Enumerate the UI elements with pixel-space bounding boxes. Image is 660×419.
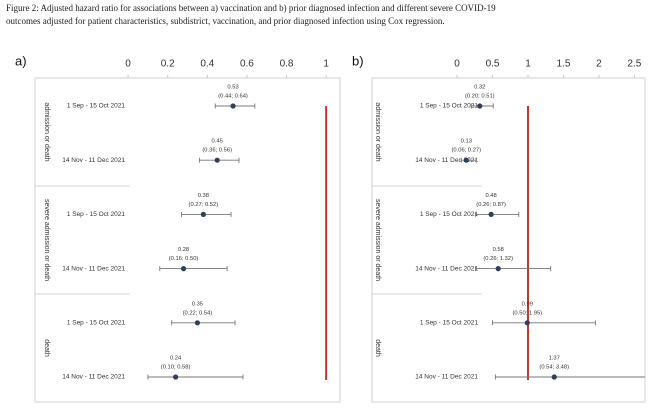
value-label: 0.13 bbox=[461, 139, 472, 145]
group-label: severe admission or death bbox=[43, 199, 50, 281]
value-label: 0.99 bbox=[522, 301, 533, 307]
interval-label: (0.50; 1.95) bbox=[512, 310, 542, 316]
category-label: 1 Sep - 15 Oct 2021 bbox=[67, 103, 126, 110]
category-label: 14 Nov - 11 Dec 2021 bbox=[415, 374, 478, 381]
value-label: 0.48 bbox=[485, 193, 496, 199]
x-tick-label: 1 bbox=[323, 59, 329, 70]
point-estimate bbox=[194, 320, 201, 326]
plot-frame bbox=[34, 77, 341, 403]
whisker-group bbox=[171, 320, 236, 326]
value-label: 0.28 bbox=[178, 247, 189, 253]
category-label: 14 Nov - 11 Dec 2021 bbox=[62, 265, 125, 272]
whisker-group bbox=[475, 266, 552, 272]
panel-label: a) bbox=[15, 53, 27, 68]
category-label: 14 Nov - 11 Dec 2021 bbox=[62, 157, 125, 164]
value-label: 1.37 bbox=[549, 356, 560, 362]
interval-label: (0.22; 0.54) bbox=[183, 310, 213, 316]
plot-frame bbox=[371, 77, 646, 403]
value-label: 0.53 bbox=[227, 85, 238, 91]
x-tick-label: 0 bbox=[125, 59, 131, 70]
value-label: 0.45 bbox=[212, 139, 223, 145]
value-label: 0.24 bbox=[170, 356, 182, 362]
interval-label: (0.26; 1.32) bbox=[483, 256, 513, 262]
point-estimate bbox=[551, 374, 557, 380]
point-estimate bbox=[477, 103, 483, 109]
point-estimate bbox=[214, 157, 220, 163]
group-label: death bbox=[43, 339, 50, 357]
interval-label: (0.10; 0.58) bbox=[161, 365, 191, 371]
interval-label: (0.44; 0.64) bbox=[218, 94, 248, 100]
point-estimate bbox=[488, 211, 494, 217]
x-tick-label: 0.5 bbox=[486, 59, 500, 70]
whisker-group bbox=[147, 374, 244, 380]
category-label: 1 Sep - 15 Oct 2021 bbox=[67, 320, 126, 327]
x-tick-label: 0.2 bbox=[161, 59, 175, 70]
x-tick-label: 1.5 bbox=[557, 59, 571, 70]
point-estimate bbox=[180, 266, 187, 272]
x-tick-label: 0 bbox=[454, 59, 460, 70]
interval-label: (0.26; 0.87) bbox=[476, 202, 506, 208]
category-label: 14 Nov - 11 Dec 2021 bbox=[415, 157, 478, 164]
point-estimate bbox=[495, 266, 501, 272]
figure-caption: Figure 2: Adjusted hazard ratio for asso… bbox=[6, 3, 496, 26]
whisker-group bbox=[181, 211, 232, 217]
interval-label: (0.06; 0.27) bbox=[451, 148, 481, 154]
category-label: 1 Sep - 15 Oct 2021 bbox=[420, 211, 479, 218]
interval-label: (0.54; 3.48) bbox=[539, 365, 569, 371]
point-estimate bbox=[230, 103, 236, 109]
interval-label: (0.16; 0.50) bbox=[169, 256, 199, 262]
category-label: 14 Nov - 11 Dec 2021 bbox=[62, 374, 125, 381]
interval-label: (0.36; 0.56) bbox=[202, 148, 232, 154]
value-label: 0.58 bbox=[493, 247, 504, 253]
whisker-group bbox=[159, 266, 228, 272]
whisker-group bbox=[492, 320, 596, 326]
group-label: admission or death bbox=[43, 102, 50, 161]
point-estimate bbox=[200, 211, 206, 217]
x-tick-label: 2 bbox=[596, 59, 602, 70]
panel-label: b) bbox=[352, 53, 364, 68]
category-label: 1 Sep - 15 Oct 2021 bbox=[67, 211, 126, 218]
point-estimate bbox=[173, 374, 179, 380]
x-tick-label: 1 bbox=[525, 59, 531, 70]
x-tick-label: 0.4 bbox=[200, 59, 214, 70]
point-estimate bbox=[463, 157, 469, 163]
value-label: 0.38 bbox=[198, 193, 209, 199]
whisker-group bbox=[475, 211, 520, 217]
value-label: 0.35 bbox=[192, 301, 203, 307]
group-label: death bbox=[374, 339, 381, 357]
x-tick-label: 0.8 bbox=[280, 59, 294, 70]
x-tick-label: 2.5 bbox=[627, 59, 641, 70]
group-label: admission or death bbox=[374, 102, 381, 161]
category-label: 1 Sep - 15 Oct 2021 bbox=[420, 320, 479, 327]
point-estimate bbox=[524, 320, 530, 326]
x-tick-label: 0.6 bbox=[240, 59, 254, 70]
whisker-group bbox=[494, 374, 645, 380]
group-label: severe admission or death bbox=[374, 199, 381, 281]
interval-label: (0.27; 0.52) bbox=[189, 202, 219, 208]
interval-label: (0.20; 0.51) bbox=[465, 94, 495, 100]
category-label: 1 Sep - 15 Oct 2021 bbox=[420, 103, 479, 110]
category-label: 14 Nov - 11 Dec 2021 bbox=[415, 265, 478, 272]
value-label: 0.32 bbox=[474, 85, 485, 91]
